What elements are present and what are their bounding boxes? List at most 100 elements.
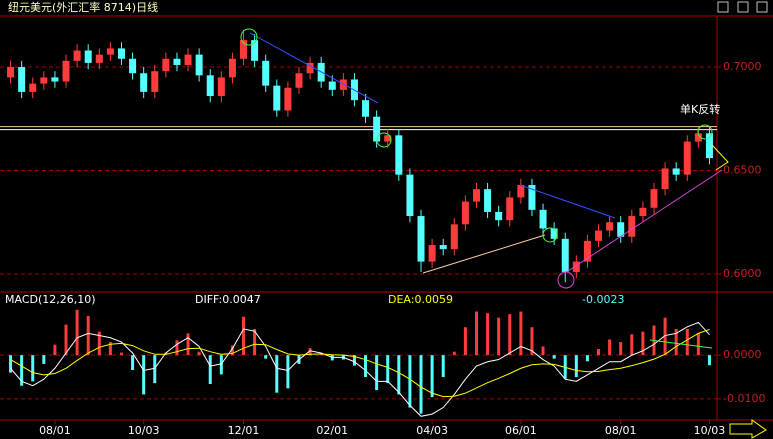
candle-body: [262, 60, 270, 86]
trend-line: [564, 169, 723, 274]
macd-line: [10, 328, 710, 398]
candle-body: [617, 222, 625, 237]
candle-body: [129, 58, 137, 74]
trend-line: [422, 234, 546, 274]
candle-body: [284, 87, 292, 111]
candle-body: [73, 50, 81, 61]
candle-body: [240, 40, 248, 59]
candle-body: [228, 58, 236, 78]
candle-body: [362, 100, 370, 117]
candle-body: [528, 185, 536, 210]
candle-body: [506, 197, 514, 221]
x-tick-label: 10/03: [694, 424, 726, 437]
candle-body: [62, 60, 70, 82]
candle-body: [106, 48, 114, 55]
candle-body: [7, 67, 15, 78]
trend-line: [519, 184, 616, 219]
legend-diff: DIFF:0.0047: [195, 293, 261, 306]
candle-body: [661, 168, 669, 190]
candle-body: [517, 185, 525, 198]
candle-body: [628, 216, 636, 237]
y-tick-label: 0.6500: [723, 164, 762, 177]
candle-body: [328, 81, 336, 90]
candle-body: [606, 222, 614, 231]
x-tick-label: 08/01: [39, 424, 71, 437]
x-tick-label: 02/01: [316, 424, 348, 437]
candle-body: [339, 79, 347, 90]
legend-macd: -0.0023: [582, 293, 624, 306]
x-tick-label: 04/03: [416, 424, 448, 437]
marker-circle: [557, 271, 575, 289]
x-tick-label: 10/03: [128, 424, 160, 437]
candle-body: [572, 261, 580, 272]
chart-title: 纽元美元(外汇汇率 8714)日线: [8, 0, 158, 14]
trend-line: [649, 339, 713, 349]
candle-body: [373, 116, 381, 142]
candle-body: [450, 224, 458, 250]
candle-body: [595, 230, 603, 241]
candle-body: [694, 133, 702, 142]
candle-body: [51, 77, 59, 82]
candle-body: [650, 189, 658, 208]
y-tick-label: 0.7000: [723, 60, 762, 73]
candle-body: [395, 135, 403, 175]
marker-circle: [240, 28, 258, 46]
window-button[interactable]: [756, 1, 768, 13]
candle-body: [705, 133, 713, 159]
candle-body: [151, 71, 159, 92]
drawings: [240, 28, 729, 349]
window-button[interactable]: [717, 1, 729, 13]
candle-body: [40, 77, 48, 84]
legend-dea: DEA:0.0059: [388, 293, 453, 306]
scroll-arrow[interactable]: [729, 419, 767, 439]
frame: [0, 15, 773, 421]
candle-body: [18, 67, 26, 92]
marker-circle: [542, 227, 558, 243]
y-tick-label: 0.6000: [723, 267, 762, 280]
candle-body: [439, 245, 447, 250]
trend-line: [249, 32, 379, 104]
candle-body: [162, 58, 170, 72]
candle-body: [583, 240, 591, 262]
candle-body: [417, 216, 425, 262]
candle-body: [184, 54, 192, 65]
candle-body: [406, 174, 414, 217]
candle-body: [539, 209, 547, 229]
candle-body: [173, 58, 181, 65]
window-button[interactable]: [737, 1, 749, 13]
candle-body: [472, 189, 480, 202]
candle-body: [306, 62, 314, 74]
x-tick-label: 06/01: [505, 424, 537, 437]
y-tick-label: 0.0000: [723, 348, 762, 361]
candle-body: [484, 189, 492, 212]
candle-body: [461, 201, 469, 225]
candle-body: [639, 207, 647, 217]
candle-body: [217, 77, 225, 97]
candle-body: [140, 73, 148, 92]
marker-circle: [697, 124, 713, 140]
candle-body: [561, 238, 569, 272]
candle-body: [683, 141, 691, 175]
candle-body: [295, 73, 303, 88]
candle-body: [384, 135, 392, 142]
candle-body: [251, 40, 259, 61]
y-tick-label: -0.0100: [723, 392, 765, 405]
candle-body: [29, 83, 37, 92]
arrow: [711, 144, 729, 171]
candle-body: [84, 50, 92, 63]
candle-body: [672, 168, 680, 175]
candle-body: [117, 48, 125, 59]
x-tick-label: 08/01: [605, 424, 637, 437]
candle-body: [550, 228, 558, 239]
marker-circle: [376, 132, 392, 148]
candle-body: [195, 54, 203, 76]
plot: 0.6000 0.6500 0.7000 08/01 10/03 12/01 02/01 04…: [0, 29, 765, 437]
candle-body: [495, 211, 503, 221]
x-tick-label: 12/01: [228, 424, 260, 437]
macd-title: MACD(12,26,10): [5, 293, 96, 306]
candle-body: [428, 245, 436, 262]
annotation: 单K反转: [680, 102, 720, 116]
candle-body: [95, 54, 103, 63]
